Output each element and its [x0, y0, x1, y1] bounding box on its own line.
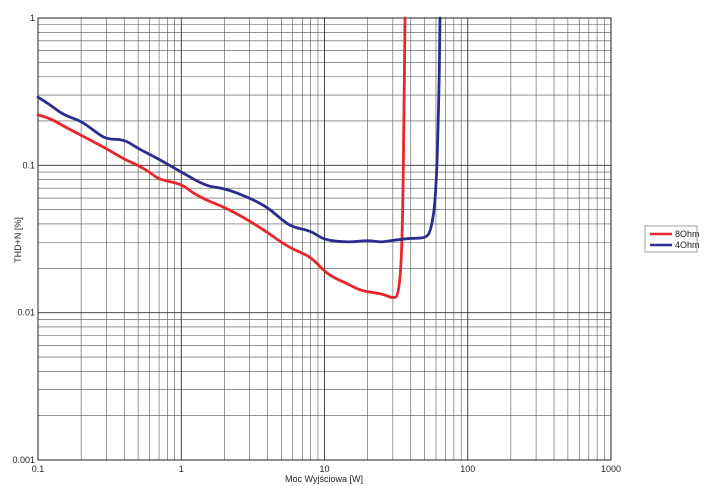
y-axis-title: THD+N [%]: [13, 217, 23, 263]
x-tick-label: 0.1: [32, 464, 45, 474]
x-tick-label: 1000: [601, 464, 621, 474]
y-tick-labels: 0.001 0.01 0.1 1: [12, 13, 35, 465]
legend-label-8ohm: 8Ohm: [675, 229, 700, 239]
y-tick-label: 0.1: [22, 160, 35, 170]
x-tick-labels: 0.1 1 10 100 1000: [32, 464, 621, 474]
plot-frame: [37, 17, 612, 461]
legend-box: [644, 225, 698, 253]
y-tick-label: 1: [30, 13, 35, 23]
x-tick-label: 100: [460, 464, 475, 474]
y-tick-label: 0.001: [12, 455, 35, 465]
series-layer: [36, 16, 442, 299]
legend: 8Ohm 4Ohm: [644, 225, 700, 253]
x-tick-label: 1: [179, 464, 184, 474]
series-line-8ohm: [36, 16, 407, 299]
series-line-4ohm: [36, 16, 442, 244]
y-tick-label: 0.01: [17, 308, 35, 318]
x-tick-label: 10: [319, 464, 329, 474]
x-axis-title: Moc Wyjściowa [W]: [285, 474, 363, 484]
legend-label-4ohm: 4Ohm: [675, 240, 700, 250]
